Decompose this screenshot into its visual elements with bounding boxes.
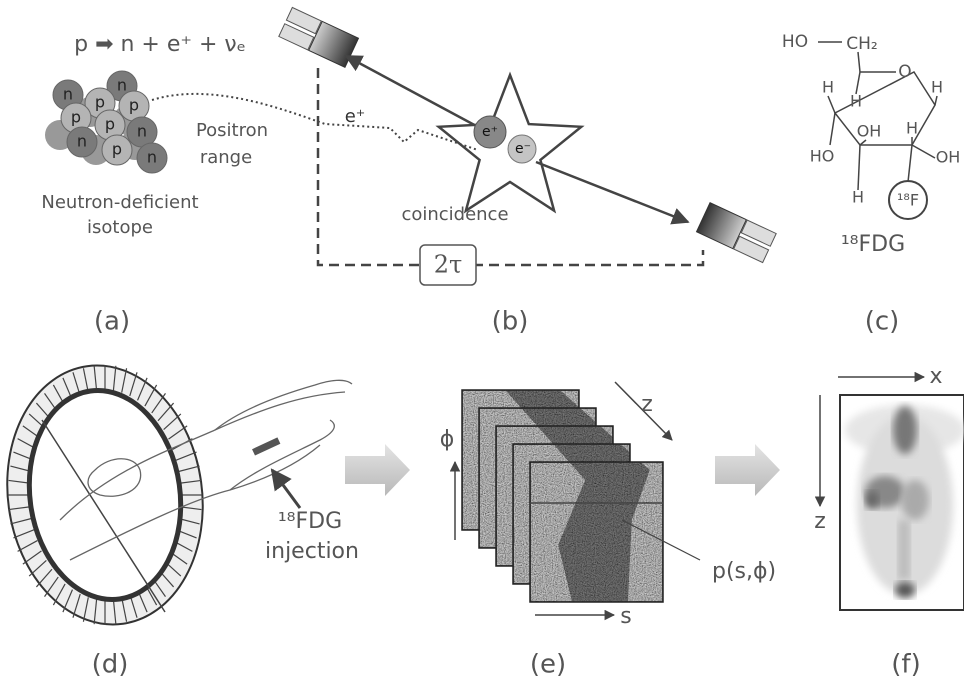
patient-outline [215, 380, 352, 430]
nucleon-label: p [112, 140, 122, 159]
coincidence-label: coincidence [401, 204, 508, 225]
nucleon-label: n [117, 76, 127, 95]
axis-label: x [929, 364, 942, 389]
syringe [252, 437, 280, 455]
fdg-name: ¹⁸FDG [841, 232, 905, 257]
bond [912, 145, 935, 158]
pet-uptake [898, 520, 910, 580]
axis-label: z [641, 392, 653, 417]
pet-uptake [865, 491, 879, 509]
nucleon-label: n [63, 85, 73, 104]
isotope-line: Neutron-deficient [41, 192, 198, 213]
nucleon-label: n [147, 148, 157, 167]
ring-oxygen: O [898, 62, 911, 82]
window-label: 2τ [434, 251, 463, 279]
bond [908, 145, 912, 182]
flow-arrow [715, 444, 780, 496]
hydroxymethyl-ch2: CH₂ [846, 34, 877, 54]
substituent: OH [936, 148, 961, 167]
fluorine-label: ¹⁸F [897, 191, 919, 210]
page: p ➡ n + e⁺ + νₑnnppppnnpnPositronrangeNe… [0, 0, 964, 691]
nucleon-label: p [129, 96, 139, 115]
positron-ball-label: e⁺ [482, 124, 498, 140]
positron-label: e⁺ [345, 106, 366, 127]
axis-label: s [620, 604, 631, 629]
hydroxymethyl-ho: HO [782, 32, 808, 52]
bond [828, 96, 835, 113]
substituent: H [852, 188, 864, 207]
gamma-ray [346, 56, 480, 128]
sinogram-label: p(s,ϕ) [712, 559, 776, 584]
injection-line: injection [265, 539, 359, 564]
pet-uptake [893, 406, 917, 454]
substituent: H [822, 78, 834, 97]
pet-uptake [895, 582, 915, 598]
bond [935, 96, 937, 105]
nucleon-label: n [77, 132, 87, 151]
substituent: HO [810, 147, 835, 166]
positron-range-line: range [200, 147, 252, 168]
panel-label: (a) [94, 307, 130, 337]
electron-ball-label: e⁻ [515, 141, 531, 157]
pet-uptake [901, 480, 929, 520]
patient-outline [230, 420, 334, 490]
nucleon-label: p [105, 115, 115, 134]
detector [697, 203, 777, 263]
panel-label: (c) [865, 307, 900, 337]
panel-label: (d) [92, 650, 129, 680]
substituent: H [906, 119, 918, 138]
isotope-line: isotope [87, 217, 153, 238]
bond [830, 113, 835, 145]
axis-label: ϕ [440, 427, 455, 452]
bond [858, 52, 860, 72]
panel-label: (f) [891, 650, 920, 680]
nucleon-label: n [137, 122, 147, 141]
bond [858, 145, 860, 190]
nucleon-label: p [95, 93, 105, 112]
coincidence-circuit [318, 68, 703, 265]
substituent: H [931, 78, 943, 97]
substituent: OH [857, 122, 882, 141]
injection-arrow [272, 470, 300, 508]
detector [279, 7, 359, 67]
panel-label: (e) [530, 650, 566, 680]
panel-label: (b) [492, 307, 529, 337]
gamma-ray [536, 162, 688, 222]
positron-range-line: Positron [196, 120, 268, 141]
flow-arrow [345, 444, 410, 496]
substituent: H [850, 92, 862, 111]
axis-label: z [814, 509, 826, 534]
injection-line: ¹⁸FDG [278, 509, 342, 534]
equation: p ➡ n + e⁺ + νₑ [74, 32, 246, 57]
nucleon-label: p [71, 108, 81, 127]
figure: p ➡ n + e⁺ + νₑnnppppnnpnPositronrangeNe… [0, 0, 964, 691]
